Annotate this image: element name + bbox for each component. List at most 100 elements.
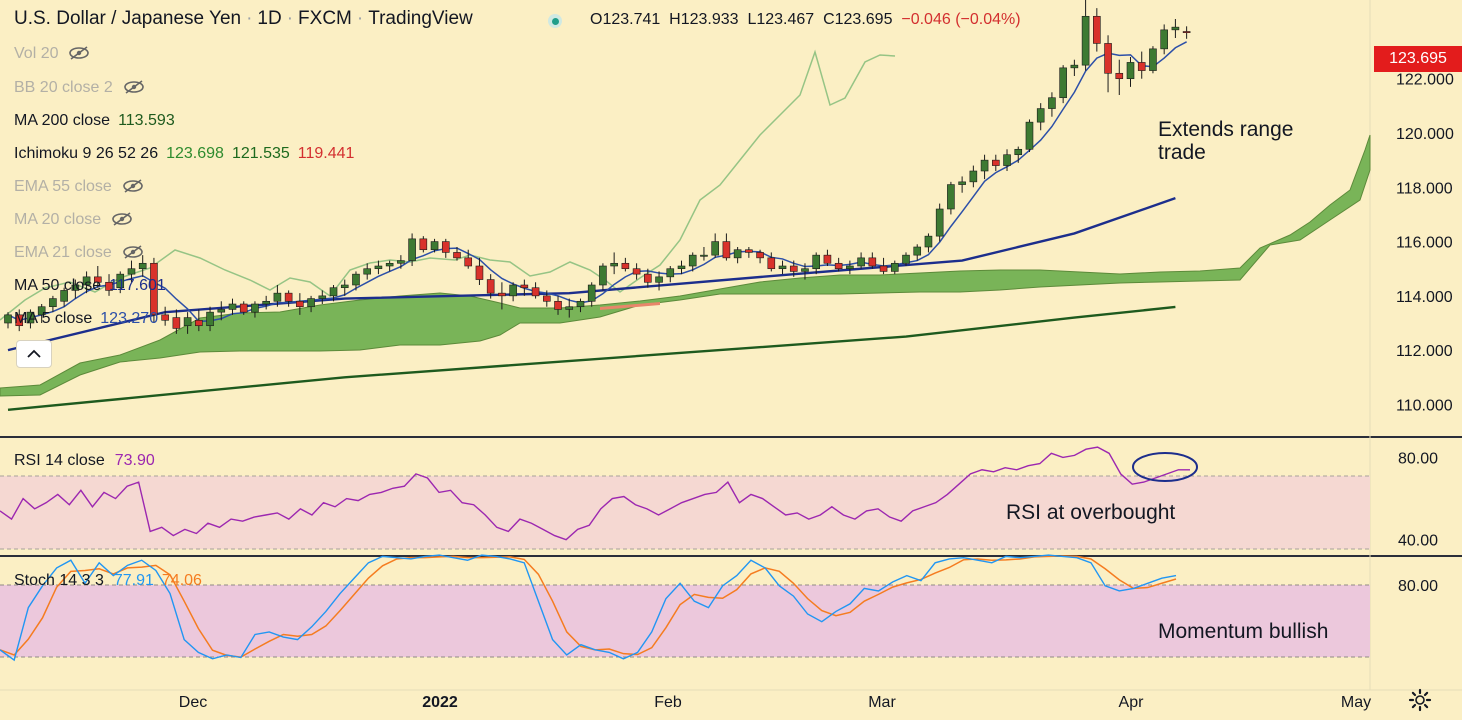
candle-body <box>947 184 955 210</box>
candle-body <box>498 292 506 297</box>
candle-body <box>1182 31 1191 33</box>
candle-body <box>677 265 686 270</box>
candle-body <box>195 319 203 327</box>
candle-body <box>352 273 360 286</box>
legend-vol[interactable]: Vol 20 <box>14 45 90 63</box>
ohlc-values: O123.741 H123.933 L123.467 C123.695 −0.0… <box>590 11 1021 29</box>
legend-ichimoku[interactable]: Ichimoku 9 26 52 26 123.698 121.535 119.441 <box>14 145 355 162</box>
candle-body <box>408 238 416 261</box>
candle-body <box>733 249 742 259</box>
exchange: FXCM <box>298 8 352 29</box>
market-status-icon <box>548 14 562 28</box>
candle-body <box>834 262 843 270</box>
candle-body <box>913 246 922 256</box>
legend-ma50[interactable]: MA 50 close 117.601 <box>14 277 166 294</box>
candle-body <box>711 241 719 256</box>
candle-body <box>610 262 618 267</box>
stoch-k-value: 77.91 <box>113 572 154 589</box>
chart-header: U.S. Dollar / Japanese Yen · 1D · FXCM · Tradi… <box>14 8 473 29</box>
candle-body <box>778 265 787 270</box>
rsi-label[interactable]: RSI 14 close 73.90 <box>14 452 155 469</box>
candle-body <box>1003 154 1011 166</box>
candle-body <box>1126 62 1135 80</box>
candle-body <box>363 268 372 275</box>
legend-ma200[interactable]: MA 200 close 113.593 <box>14 112 175 129</box>
stoch-d-value: 74.06 <box>161 572 202 589</box>
candle-body <box>1115 72 1124 80</box>
annotation-rsi: RSI at overbought <box>1006 501 1176 524</box>
eye-hidden-icon[interactable] <box>122 245 144 259</box>
candle-body <box>464 257 473 267</box>
collapse-legend-button[interactable] <box>16 340 52 368</box>
legend-ema21[interactable]: EMA 21 close <box>14 244 144 262</box>
stoch-k-line <box>0 554 1177 662</box>
candle-body <box>812 254 821 270</box>
candle-body <box>284 292 293 302</box>
eye-hidden-icon[interactable] <box>111 212 133 226</box>
candle-body <box>756 252 764 259</box>
candle-body <box>1093 15 1101 44</box>
candle-body <box>172 317 181 329</box>
price-tick-label: 110.000 <box>1396 397 1453 414</box>
candle-body <box>441 241 450 253</box>
change-value: −0.046 (−0.04%) <box>901 11 1021 28</box>
stoch-label[interactable]: Stoch 14 3 3 77.91 74.06 <box>14 572 202 589</box>
ma50-value: 117.601 <box>109 277 166 294</box>
annotation-stoch: Momentum bullish <box>1158 620 1329 643</box>
time-tick-label: 2022 <box>422 694 458 711</box>
candle-body <box>722 241 731 259</box>
cloud-red-segment <box>600 302 660 310</box>
candle-body <box>587 284 596 302</box>
candle-body <box>239 303 248 313</box>
candle-body <box>228 303 237 310</box>
candle-body <box>745 249 753 253</box>
price-tick-label: 116.000 <box>1396 235 1453 252</box>
candle-body <box>453 252 461 259</box>
ma5-line <box>7 41 1187 323</box>
low-value: L123.467 <box>747 11 815 28</box>
candle-body <box>37 306 46 316</box>
lagging-span <box>0 49 896 321</box>
candle-body <box>554 300 562 310</box>
candle-body <box>509 284 517 297</box>
candle-body <box>542 295 551 302</box>
candle-body <box>1149 48 1157 71</box>
current-price-tag: 123.695 <box>1374 46 1462 72</box>
source: TradingView <box>368 8 473 29</box>
legend-bb[interactable]: BB 20 close 2 <box>14 79 145 97</box>
candle-body <box>902 254 910 264</box>
time-tick-label: Mar <box>868 694 896 711</box>
eye-hidden-icon[interactable] <box>123 80 145 94</box>
rsi-value: 73.90 <box>114 452 155 469</box>
gear-icon[interactable] <box>1408 688 1432 712</box>
candle-body <box>688 254 697 267</box>
symbol-name[interactable]: U.S. Dollar / Japanese Yen <box>14 8 242 29</box>
ma200-line <box>7 305 1176 412</box>
candle-body <box>599 265 607 286</box>
candle-body <box>430 241 439 251</box>
candle-body <box>374 265 383 270</box>
candle-body <box>969 170 978 183</box>
price-tick-label: 114.000 <box>1396 289 1453 306</box>
candle-body <box>307 298 315 308</box>
eye-hidden-icon[interactable] <box>68 46 90 60</box>
stoch-tick-label: 80.00 <box>1398 578 1438 595</box>
candle-body <box>71 284 80 291</box>
eye-hidden-icon[interactable] <box>122 179 144 193</box>
time-tick-label: Feb <box>654 694 682 711</box>
legend-ma20[interactable]: MA 20 close <box>14 211 133 229</box>
legend-ma5[interactable]: MA 5 close 123.270 <box>14 310 159 327</box>
candle-body <box>1025 121 1034 150</box>
candle-body <box>666 268 675 278</box>
interval[interactable]: 1D <box>257 8 282 29</box>
price-tick-label: 120.000 <box>1396 126 1454 143</box>
candle-body <box>576 300 585 308</box>
legend-ema55[interactable]: EMA 55 close <box>14 178 144 196</box>
candle-body <box>621 262 630 270</box>
candle-body <box>183 317 192 327</box>
candle-body <box>644 273 652 283</box>
candle-body <box>251 303 259 313</box>
candle-body <box>419 238 428 251</box>
candle-body <box>823 254 832 264</box>
